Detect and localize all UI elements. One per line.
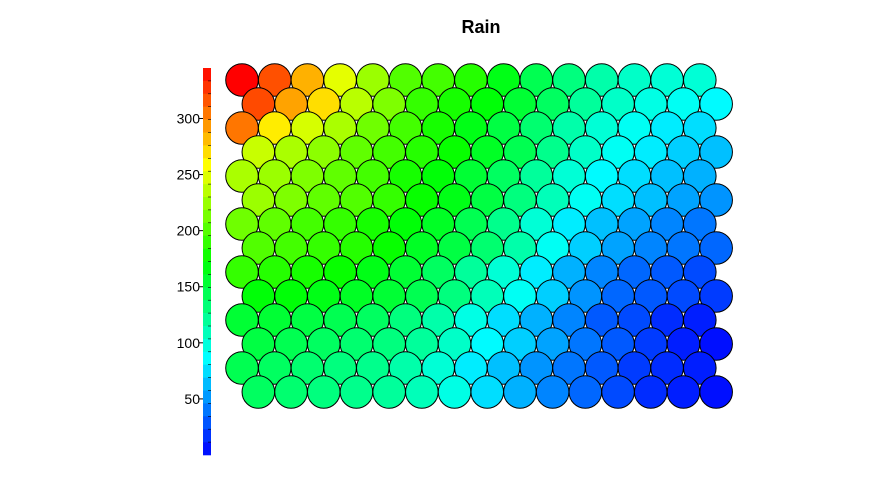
colorbar-segment bbox=[203, 184, 211, 198]
colorbar-segment bbox=[203, 171, 211, 185]
colorbar-segment bbox=[203, 377, 211, 391]
colorbar-segment bbox=[203, 287, 211, 301]
hex-cell bbox=[699, 87, 733, 121]
colorbar-segment bbox=[203, 222, 211, 236]
hex-cell bbox=[274, 375, 308, 409]
colorbar-segment bbox=[203, 300, 211, 314]
colorbar-segment bbox=[203, 68, 211, 82]
colorbar-segment bbox=[203, 106, 211, 120]
hex-cell bbox=[699, 375, 733, 409]
colorbar-tick-label: 300 bbox=[177, 110, 201, 126]
hex-cell bbox=[306, 375, 341, 409]
colorbar-segment bbox=[203, 416, 211, 430]
hex-cell bbox=[503, 375, 537, 409]
hex-cell bbox=[601, 375, 635, 409]
colorbar-ticks: 50 100 150 200 250 300 bbox=[177, 110, 203, 407]
colorbar-tick-label: 200 bbox=[177, 223, 201, 239]
hex-cell bbox=[437, 375, 472, 409]
colorbar-segment bbox=[203, 442, 211, 456]
colorbar-segment bbox=[203, 403, 211, 417]
colorbar-segment bbox=[203, 209, 211, 224]
colorbar-tick-label: 50 bbox=[184, 391, 200, 407]
hex-cell bbox=[372, 375, 406, 409]
colorbar-segment bbox=[203, 80, 211, 95]
hex-cell bbox=[568, 375, 603, 409]
colorbar-tick-label: 100 bbox=[177, 335, 201, 351]
colorbar-segment bbox=[203, 313, 211, 327]
hex-cell bbox=[699, 183, 733, 217]
hex-cell bbox=[683, 351, 717, 385]
hex-cell bbox=[405, 375, 439, 409]
colorbar bbox=[203, 68, 211, 456]
hex-cell bbox=[470, 375, 505, 409]
hex-cell bbox=[683, 159, 717, 193]
hex-cell bbox=[633, 375, 668, 409]
colorbar-segment bbox=[203, 158, 211, 172]
colorbar-segment bbox=[203, 93, 211, 107]
hex-cell bbox=[683, 255, 717, 289]
colorbar-segment bbox=[203, 274, 211, 288]
colorbar-segment bbox=[203, 338, 211, 353]
colorbar-segment bbox=[203, 390, 211, 404]
colorbar-segment bbox=[203, 326, 211, 340]
hex-cell bbox=[699, 231, 733, 265]
hex-cell bbox=[699, 279, 733, 313]
colorbar-tick-label: 250 bbox=[177, 167, 201, 183]
colorbar-segment bbox=[203, 132, 211, 146]
hex-cell bbox=[683, 63, 717, 97]
colorbar-segment bbox=[203, 364, 211, 378]
colorbar-segment bbox=[203, 429, 211, 443]
hex-cell bbox=[241, 375, 276, 409]
hex-cell bbox=[683, 303, 717, 337]
colorbar-segment bbox=[203, 145, 211, 159]
chart-title: Rain bbox=[461, 17, 500, 37]
hex-cell bbox=[699, 327, 733, 361]
hex-cells bbox=[225, 63, 733, 409]
colorbar-segment bbox=[203, 261, 211, 275]
hex-cell bbox=[699, 135, 733, 169]
colorbar-segment bbox=[203, 248, 211, 262]
colorbar-segment bbox=[203, 235, 211, 249]
hex-cell bbox=[683, 111, 717, 145]
hex-cell bbox=[666, 375, 701, 409]
hex-cell bbox=[535, 375, 570, 409]
colorbar-tick-label: 150 bbox=[177, 279, 201, 295]
hex-cell bbox=[339, 375, 374, 409]
colorbar-segment bbox=[203, 351, 211, 365]
hex-cell bbox=[683, 207, 717, 241]
colorbar-segment bbox=[203, 119, 211, 133]
colorbar-segment bbox=[203, 197, 211, 211]
